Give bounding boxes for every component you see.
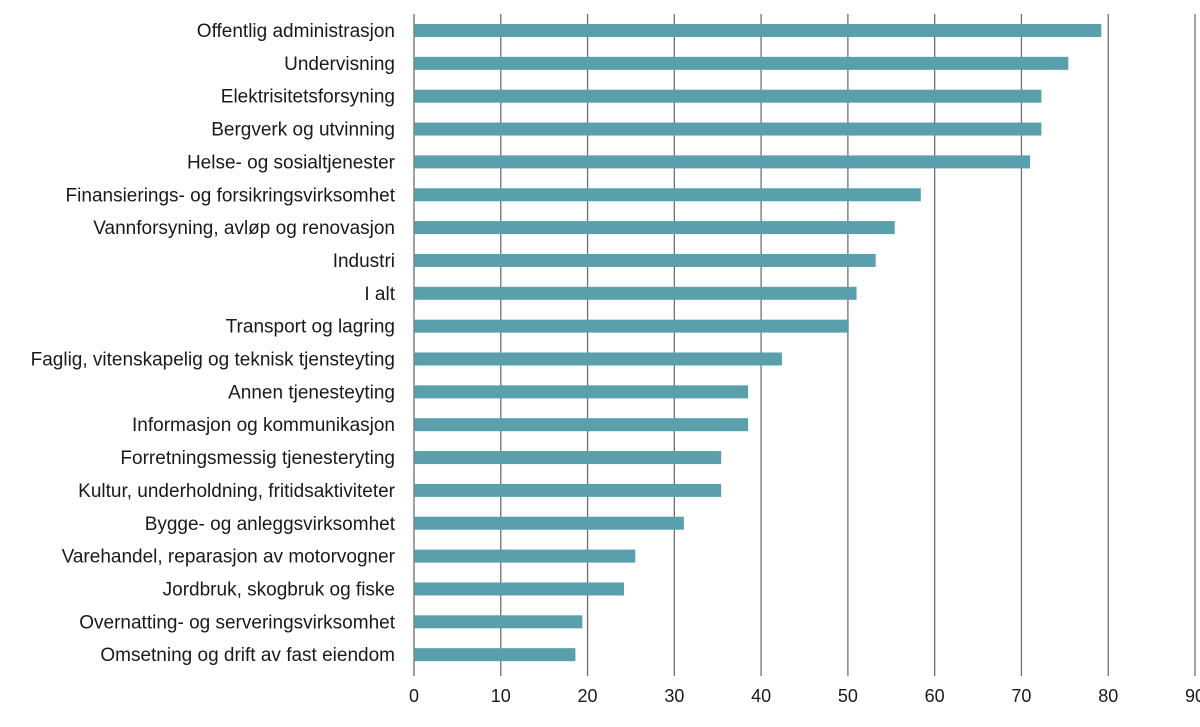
x-axis-ticks: 0 10 20 30 40 50 60 70 80 90	[409, 686, 1200, 706]
bar	[414, 188, 921, 202]
category-label: Undervisning	[284, 54, 395, 75]
x-tick-label: 80	[1098, 686, 1118, 706]
x-tick-label: 50	[838, 686, 858, 706]
bar	[414, 122, 1042, 136]
category-label: Bergverk og utvinning	[211, 120, 395, 141]
category-label: Overnatting- og serveringsvirksomhet	[79, 612, 395, 633]
bar	[414, 615, 583, 629]
category-labels: Offentlig administrasjon Undervisning Elek…	[31, 21, 396, 666]
bar	[414, 352, 782, 366]
category-label: Varehandel, reparasjon av motorvogner	[62, 547, 396, 568]
category-label: Omsetning og drift av fast eiendom	[100, 645, 395, 666]
bar	[414, 582, 625, 596]
x-tick-label: 30	[664, 686, 684, 706]
category-label: Forretningsmessig tjenesteryting	[120, 448, 395, 469]
category-label: Jordbruk, skogbruk og fiske	[163, 579, 395, 600]
bar	[414, 286, 857, 300]
bar	[414, 648, 576, 662]
x-tick-label: 20	[578, 686, 598, 706]
bars	[414, 24, 1102, 662]
gridlines	[413, 14, 1196, 676]
x-tick-label: 60	[925, 686, 945, 706]
category-label: Bygge- og anleggsvirksomhet	[145, 514, 396, 535]
category-label: Finansierings- og forsikringsvirksomhet	[66, 185, 396, 206]
x-tick-label: 90	[1185, 686, 1200, 706]
bar	[414, 418, 749, 432]
category-label: Helse- og sosialtjenester	[187, 152, 396, 173]
bar	[414, 483, 722, 497]
bar	[414, 221, 895, 235]
x-tick-label: 0	[409, 686, 419, 706]
category-label: Elektrisitetsforsyning	[221, 87, 395, 108]
x-tick-label: 70	[1011, 686, 1031, 706]
bar	[414, 319, 849, 333]
x-tick-label: 40	[751, 686, 771, 706]
bar	[414, 89, 1042, 103]
category-label: I alt	[364, 284, 395, 305]
x-tick-label: 10	[491, 686, 511, 706]
category-label: Transport og lagring	[226, 317, 395, 338]
category-label: Kultur, underholdning, fritidsaktivitete…	[78, 481, 396, 502]
category-label: Industri	[333, 251, 395, 272]
bar	[414, 516, 684, 530]
category-label: Vannforsyning, avløp og renovasjon	[93, 218, 395, 239]
category-label: Faglig, vitenskapelig og teknisk tjenste…	[31, 350, 395, 371]
category-label: Informasjon og kommunikasjon	[132, 415, 395, 436]
bar	[414, 56, 1069, 70]
category-label: Annen tjenesteyting	[228, 382, 395, 403]
bar	[414, 549, 636, 563]
bar	[414, 385, 749, 399]
bar	[414, 451, 722, 465]
bar	[414, 253, 876, 267]
category-label: Offentlig administrasjon	[197, 21, 395, 42]
bar	[414, 24, 1102, 37]
bar	[414, 155, 1031, 169]
